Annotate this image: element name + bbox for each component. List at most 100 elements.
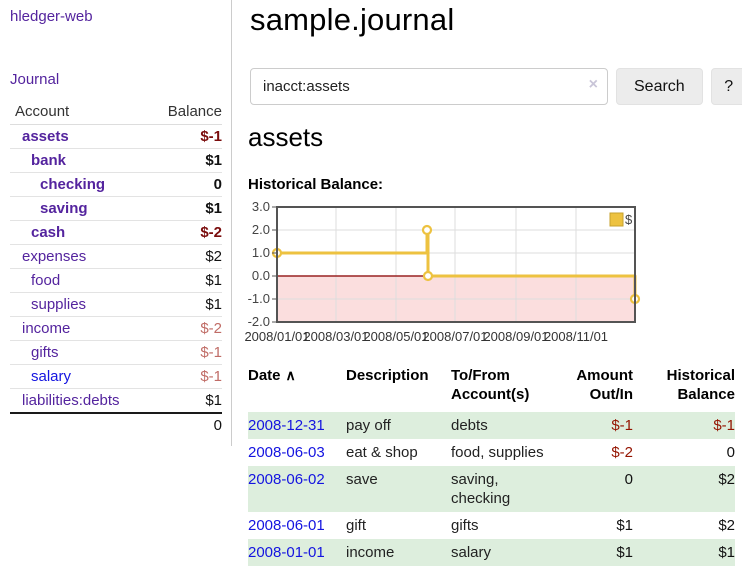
sort-ascending-icon: ∧ [285,367,296,383]
account-link-expenses[interactable]: expenses [22,248,87,265]
account-link-gifts[interactable]: gifts [31,344,59,361]
account-row: food $1 [10,268,222,293]
transaction-balance: 0 [726,444,735,461]
transaction-description: eat & shop [346,444,418,461]
accounts-table: Account Balance assets $-1 bank $1 check… [10,100,222,437]
account-link-liabilities-debts[interactable]: liabilities:debts [22,392,120,409]
account-balance: $1 [147,292,222,317]
register-row: 2008-12-31 pay off debts $-1 $-1 [248,412,735,439]
transaction-date-link[interactable]: 2008-06-03 [248,444,325,461]
transaction-date-link[interactable]: 2008-01-01 [248,544,325,561]
svg-text:-2.0: -2.0 [248,314,270,329]
register-header-description: Description [346,367,429,384]
legend-label: $ [625,212,633,227]
transaction-balance: $2 [633,466,735,512]
svg-text:2008/03/01: 2008/03/01 [303,329,368,344]
account-link-assets[interactable]: assets [22,128,69,145]
account-row: bank $1 [10,148,222,173]
transaction-accounts: salary [451,539,553,566]
account-balance: $1 [147,268,222,293]
svg-text:2008/01/01: 2008/01/01 [244,329,309,344]
account-row: checking 0 [10,172,222,197]
account-row: supplies $1 [10,292,222,317]
register-header-amount: Amount Out/In [576,367,633,403]
transaction-balance: $2 [718,517,735,534]
search-button[interactable]: Search [616,68,703,105]
svg-text:2008/05/01: 2008/05/01 [363,329,428,344]
transaction-amount: $1 [616,517,633,534]
chart-y-ticks [272,206,276,323]
register-header-date-label: Date [248,367,281,384]
chart-y-axis-labels: 3.0 2.0 1.0 0.0 -1.0 -2.0 [248,200,270,329]
register-header-date[interactable]: Date ∧ [248,360,346,412]
account-balance: $1 [147,196,222,221]
transaction-accounts: gifts [451,517,479,534]
svg-text:2.0: 2.0 [252,222,270,237]
svg-text:1.0: 1.0 [252,245,270,260]
account-balance: $-1 [200,128,222,145]
account-row: liabilities:debts $1 [10,388,222,413]
transaction-accounts: food, supplies [451,444,544,461]
chart-legend: $ [609,212,633,227]
accounts-header-account: Account [10,100,148,125]
sidebar-item-journal[interactable]: Journal [10,71,60,88]
help-button[interactable]: ? [710,68,742,105]
account-row: gifts $-1 [10,340,222,365]
account-balance: $1 [147,148,222,173]
account-balance: 0 [147,172,222,197]
account-link-checking[interactable]: checking [40,176,106,193]
account-link-salary[interactable]: salary [31,368,72,385]
clear-search-icon[interactable]: × [588,76,598,93]
account-link-income[interactable]: income [22,320,71,337]
account-link-food[interactable]: food [31,272,61,289]
chart-title: Historical Balance: [248,176,384,193]
transaction-amount: $-2 [611,444,633,461]
account-row: cash $-2 [10,220,222,245]
transaction-description: income [346,539,451,566]
svg-text:3.0: 3.0 [252,200,270,214]
svg-text:2008/09/01: 2008/09/01 [483,329,548,344]
app-brand-link[interactable]: hledger-web [10,8,93,25]
register-row: 2008-01-01 income salary $1 $1 [248,539,735,566]
account-row: expenses $2 [10,244,222,269]
account-link-supplies[interactable]: supplies [31,296,87,313]
svg-text:0.0: 0.0 [252,268,270,283]
transaction-date-link[interactable]: 2008-06-01 [248,517,325,534]
transaction-amount: 0 [553,466,633,512]
transaction-date-link[interactable]: 2008-12-31 [248,417,325,434]
transaction-balance: $1 [633,539,735,566]
transaction-date-link[interactable]: 2008-06-02 [248,471,325,488]
register-row: 2008-06-03 eat & shop food, supplies $-2… [248,439,735,466]
svg-text:2008/11/01: 2008/11/01 [544,329,608,344]
legend-swatch [609,212,624,227]
chart-vgrid [335,208,577,321]
account-row: assets $-1 [10,125,222,149]
account-row: income $-2 [10,316,222,341]
accounts-total-value: 0 [147,412,222,437]
register-row: 2008-06-01 gift gifts $1 $2 [248,512,735,539]
transaction-amount: $1 [553,539,633,566]
account-balance: $2 [147,244,222,269]
transaction-balance: $-1 [633,412,735,439]
account-link-saving[interactable]: saving [40,200,88,217]
historical-balance-chart: 3.0 2.0 1.0 0.0 -1.0 -2.0 2008/01/01 200… [244,200,641,344]
account-row: saving $1 [10,196,222,221]
sidebar-divider [231,0,232,446]
search-input[interactable] [250,68,608,105]
account-balance: $-1 [147,364,222,389]
account-balance: $1 [147,388,222,413]
transaction-accounts: debts [451,412,553,439]
register-row: 2008-06-02 save saving, checking 0 $2 [248,466,735,512]
svg-text:-1.0: -1.0 [248,291,270,306]
register-header-balance: Historical Balance [666,367,735,403]
account-link-cash[interactable]: cash [31,224,66,241]
account-row: salary $-1 [10,364,222,389]
account-link-bank[interactable]: bank [31,152,67,169]
transaction-description: pay off [346,412,451,439]
account-balance: $-1 [147,340,222,365]
accounts-total-row: 0 [10,412,222,437]
register-header-row: Date ∧ Description To/From Account(s) Amo… [248,360,735,412]
page-title: sample.journal [250,2,455,37]
svg-text:2008/07/01: 2008/07/01 [422,329,487,344]
account-balance: $-2 [147,316,222,341]
